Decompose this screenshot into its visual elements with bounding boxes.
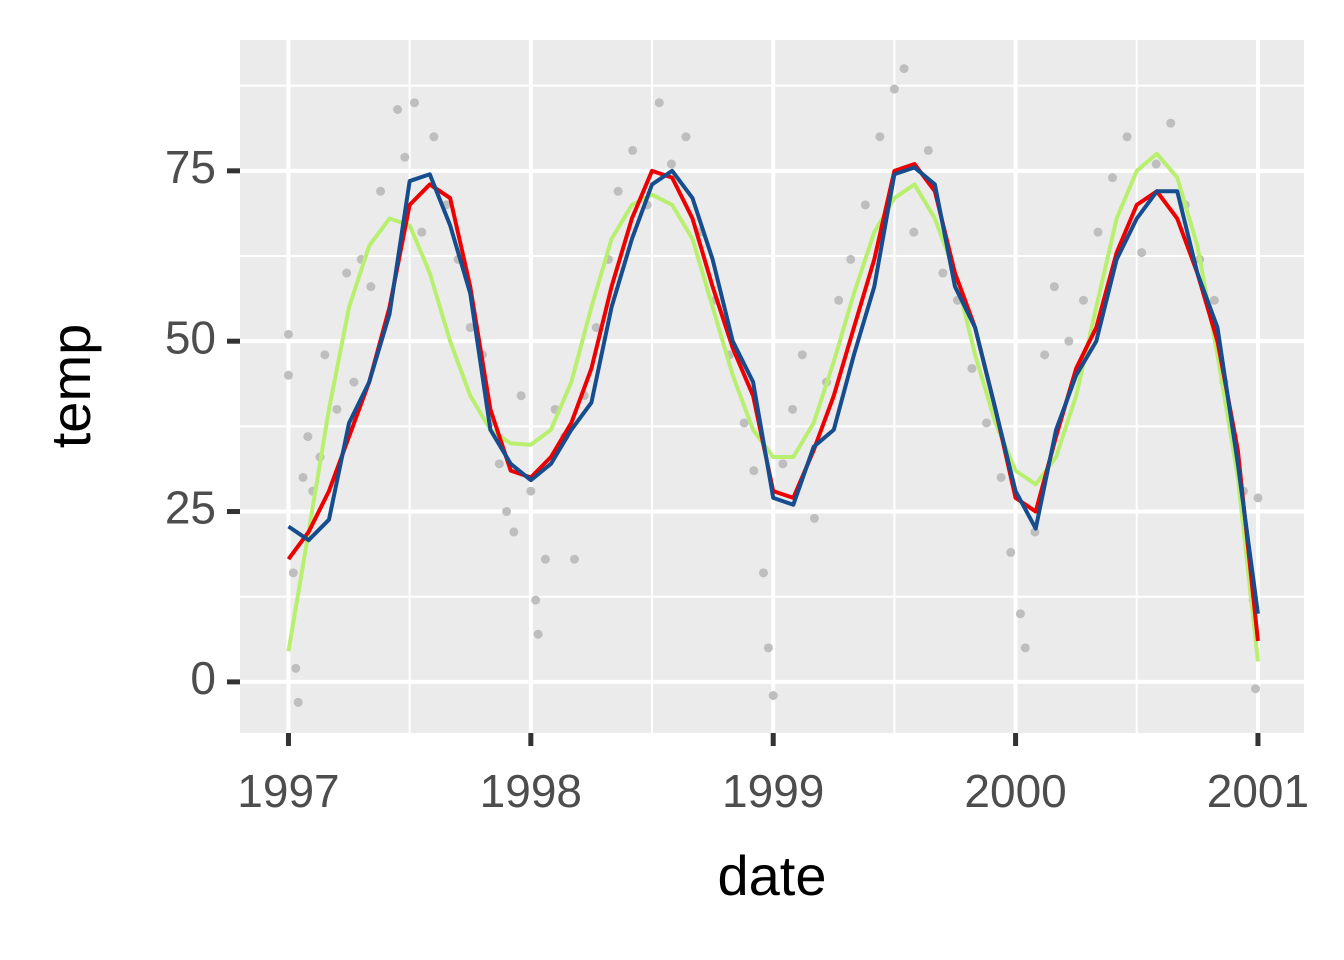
point (938, 268, 948, 278)
point (320, 350, 330, 360)
x-tick-label: 1998 (480, 765, 582, 817)
y-tick-label: 0 (190, 652, 216, 704)
point (923, 145, 933, 155)
point (834, 295, 844, 305)
point (809, 513, 819, 523)
point (1078, 295, 1088, 305)
point (778, 459, 788, 469)
y-tick-label: 50 (165, 311, 216, 363)
point (996, 472, 1006, 482)
point (899, 64, 909, 74)
point (1253, 493, 1263, 503)
point (349, 377, 359, 387)
point (1064, 336, 1074, 346)
point (540, 554, 550, 564)
point (1251, 684, 1261, 694)
point (342, 268, 352, 278)
point (366, 282, 376, 292)
point (909, 227, 919, 237)
point (749, 466, 759, 476)
point (293, 697, 303, 707)
point (1151, 159, 1161, 169)
point (666, 159, 676, 169)
point (1015, 609, 1025, 619)
point (681, 132, 691, 142)
series-line (286, 151, 1260, 662)
point (531, 595, 541, 605)
point (465, 323, 475, 333)
x-tick-label: 1997 (237, 765, 339, 817)
point (288, 568, 298, 578)
point (509, 527, 519, 537)
y-axis-title: temp (39, 324, 102, 449)
point (283, 370, 293, 380)
point (283, 329, 293, 339)
point (400, 152, 410, 162)
point (613, 186, 623, 196)
point (1040, 350, 1050, 360)
point (1166, 118, 1176, 128)
point (967, 363, 977, 373)
point (291, 663, 301, 673)
point (1137, 248, 1147, 258)
point (494, 459, 504, 469)
point (1093, 227, 1103, 237)
point (429, 132, 439, 142)
y-tick-label: 25 (165, 482, 216, 534)
point (332, 404, 342, 414)
point (1020, 643, 1030, 653)
x-axis-title: date (718, 844, 827, 907)
point (763, 643, 773, 653)
point (393, 105, 403, 115)
point (376, 186, 386, 196)
point (654, 98, 664, 108)
y-tick-label: 75 (165, 141, 216, 193)
point (303, 432, 313, 442)
point (788, 404, 798, 414)
point (759, 568, 769, 578)
point (516, 391, 526, 401)
point (417, 227, 427, 237)
point (1108, 173, 1118, 183)
point (768, 691, 778, 701)
point (846, 254, 856, 264)
point (569, 554, 579, 564)
point (860, 200, 870, 210)
x-tick-label: 2001 (1207, 765, 1309, 817)
point (739, 418, 749, 428)
point (875, 132, 885, 142)
point (1122, 132, 1132, 142)
point (533, 629, 543, 639)
point (591, 323, 601, 333)
point (298, 472, 308, 482)
point (1006, 547, 1016, 557)
point (981, 418, 991, 428)
series-line (287, 165, 1260, 615)
point (628, 145, 638, 155)
point (410, 98, 420, 108)
point (797, 350, 807, 360)
point (1049, 282, 1059, 292)
point (526, 486, 536, 496)
point (502, 507, 512, 517)
x-tick-label: 2000 (964, 765, 1066, 817)
point (889, 84, 899, 94)
point (1209, 295, 1219, 305)
x-tick-label: 1999 (722, 765, 824, 817)
